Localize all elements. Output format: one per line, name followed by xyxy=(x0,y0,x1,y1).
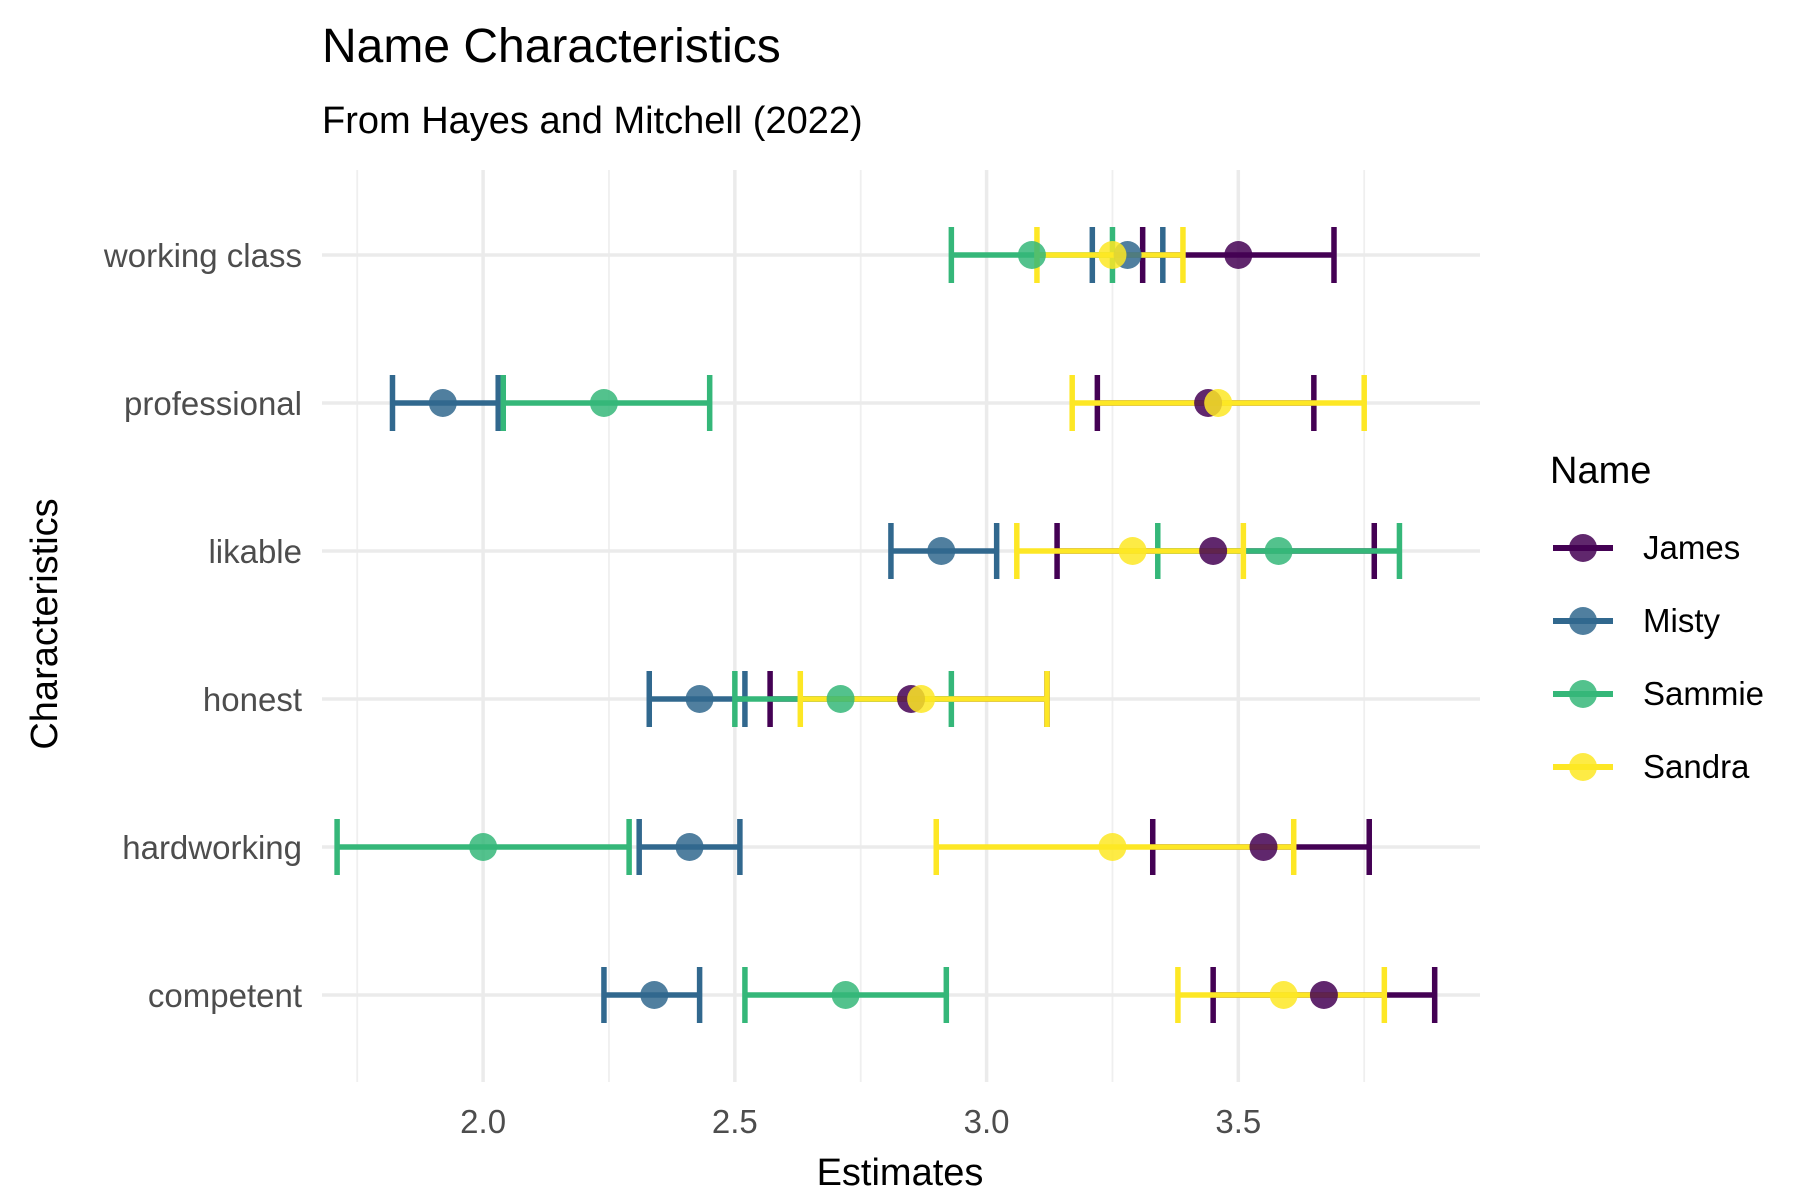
legend-entry-label: Misty xyxy=(1643,602,1720,639)
data-point xyxy=(1118,537,1147,565)
data-point xyxy=(428,389,457,417)
data-point xyxy=(589,389,618,417)
data-point xyxy=(1204,389,1233,417)
data-point xyxy=(1098,833,1127,861)
legend-key-point xyxy=(1569,534,1597,562)
data-point xyxy=(1224,241,1253,269)
data-point xyxy=(1264,537,1293,565)
x-tick-labels: 2.0 2.5 3.0 3.5 xyxy=(460,1103,1261,1140)
y-tick-label: honest xyxy=(203,681,302,718)
legend-entry-label: Sandra xyxy=(1643,748,1750,785)
chart-title: Name Characteristics xyxy=(322,20,781,73)
x-tick-label: 2.5 xyxy=(712,1103,758,1140)
data-point xyxy=(1269,981,1298,1009)
data-point xyxy=(907,685,936,713)
data-point xyxy=(831,981,860,1009)
y-tick-label: working class xyxy=(103,237,302,274)
data-point xyxy=(927,537,956,565)
data-point xyxy=(1309,981,1338,1009)
legend-entry-label: James xyxy=(1643,529,1740,566)
y-tick-label: likable xyxy=(208,533,302,570)
x-tick-label: 3.5 xyxy=(1215,1103,1261,1140)
legend-key-point xyxy=(1569,607,1597,635)
data-points xyxy=(428,241,1338,1009)
data-point xyxy=(640,981,669,1009)
data-point xyxy=(826,685,855,713)
legend: Name James Misty Sammie Sandra xyxy=(1550,450,1764,785)
x-tick-label: 2.0 xyxy=(460,1103,506,1140)
legend-entry-label: Sammie xyxy=(1643,675,1764,712)
y-tick-label: competent xyxy=(148,977,302,1014)
y-axis-label: Characteristics xyxy=(24,498,66,749)
data-point xyxy=(1199,537,1228,565)
y-tick-label: professional xyxy=(124,385,302,422)
legend-key-point xyxy=(1569,680,1597,708)
y-tick-label: hardworking xyxy=(122,829,302,866)
data-point xyxy=(469,833,498,861)
grid xyxy=(322,170,1480,1082)
data-point xyxy=(1249,833,1278,861)
chart-subtitle: From Hayes and Mitchell (2022) xyxy=(322,100,863,142)
data-point xyxy=(685,685,714,713)
error-bars xyxy=(334,227,1438,1023)
data-point xyxy=(675,833,704,861)
legend-key-point xyxy=(1569,753,1597,781)
x-axis-label: Estimates xyxy=(817,1152,984,1194)
y-tick-labels: working class professional likable honest ha… xyxy=(103,237,302,1014)
x-tick-label: 3.0 xyxy=(964,1103,1010,1140)
data-point xyxy=(1098,241,1127,269)
legend-title: Name xyxy=(1550,450,1651,492)
data-point xyxy=(1017,241,1046,269)
